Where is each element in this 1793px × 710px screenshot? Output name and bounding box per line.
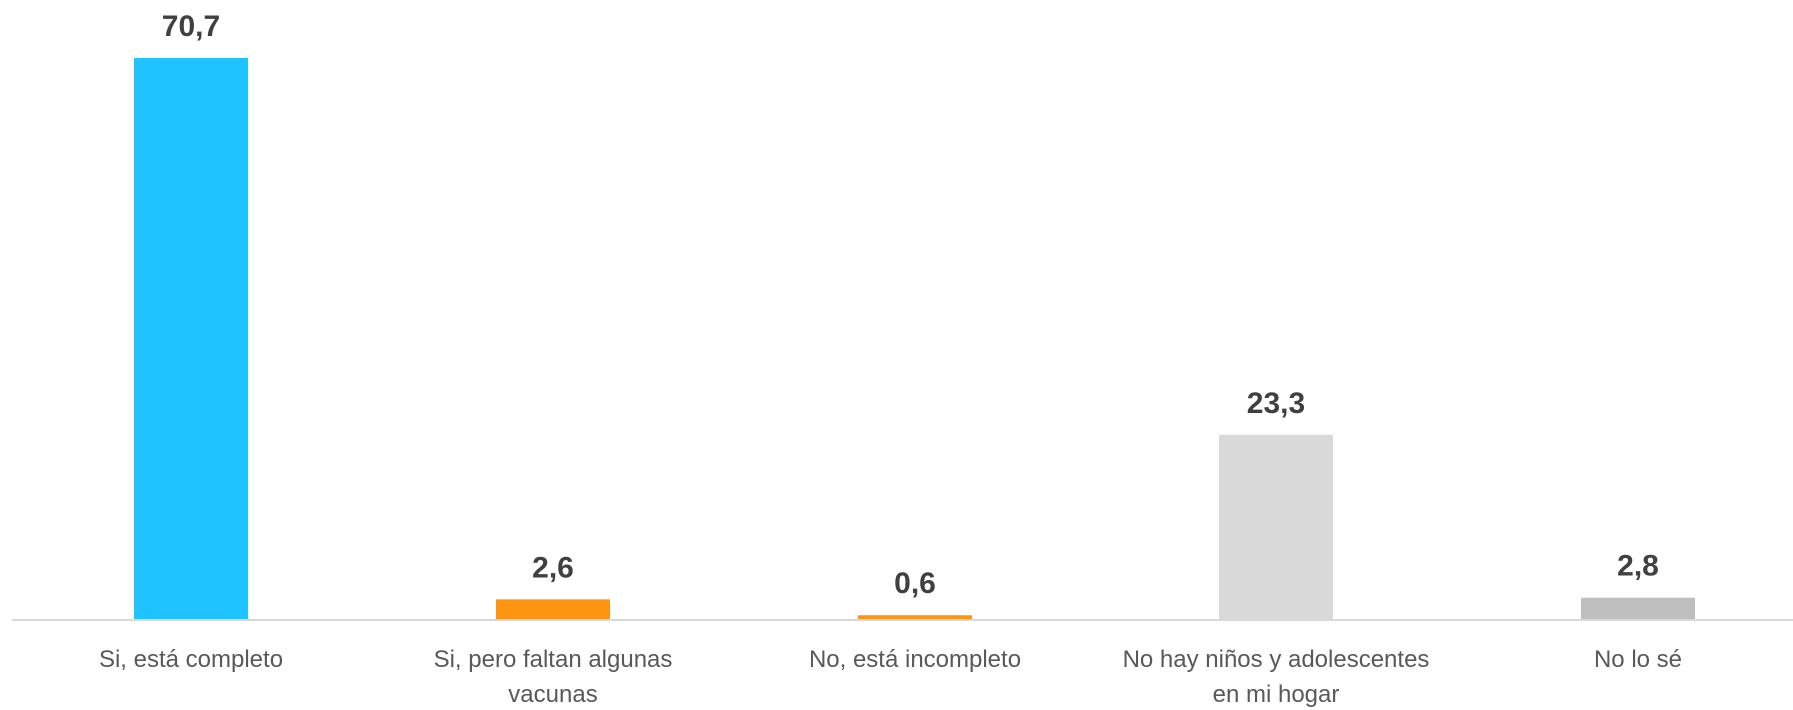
bar-4 xyxy=(1219,434,1333,620)
value-label-4: 23,3 xyxy=(1247,387,1305,420)
category-labels-group: Si, está completo Si, pero faltan algunas… xyxy=(99,646,1682,708)
value-label-1: 70,7 xyxy=(162,10,220,43)
bar-1 xyxy=(134,58,248,620)
category-label-line: Si, está completo xyxy=(99,646,283,673)
bar-2 xyxy=(496,599,610,620)
bar-5 xyxy=(1581,597,1695,620)
value-labels-group: 70,7 2,6 0,6 23,3 2,8 xyxy=(162,10,1659,600)
category-label-2: Si, pero faltan algunas vacunas xyxy=(434,646,673,708)
category-label-1: Si, está completo xyxy=(99,646,283,673)
category-label-line: en mi hogar xyxy=(1213,681,1340,708)
bars-group xyxy=(134,58,1695,620)
category-label-line: vacunas xyxy=(508,681,597,708)
category-label-line: No lo sé xyxy=(1594,646,1682,673)
category-label-5: No lo sé xyxy=(1594,646,1682,673)
category-label-line: Si, pero faltan algunas xyxy=(434,646,673,673)
category-label-4: No hay niños y adolescentes en mi hogar xyxy=(1123,646,1430,708)
value-label-3: 0,6 xyxy=(894,567,936,600)
category-label-line: No, está incompleto xyxy=(809,646,1021,673)
category-label-3: No, está incompleto xyxy=(809,646,1021,673)
value-label-5: 2,8 xyxy=(1617,550,1659,583)
value-label-2: 2,6 xyxy=(532,551,574,584)
bar-3 xyxy=(858,615,972,620)
category-label-line: No hay niños y adolescentes xyxy=(1123,646,1430,673)
